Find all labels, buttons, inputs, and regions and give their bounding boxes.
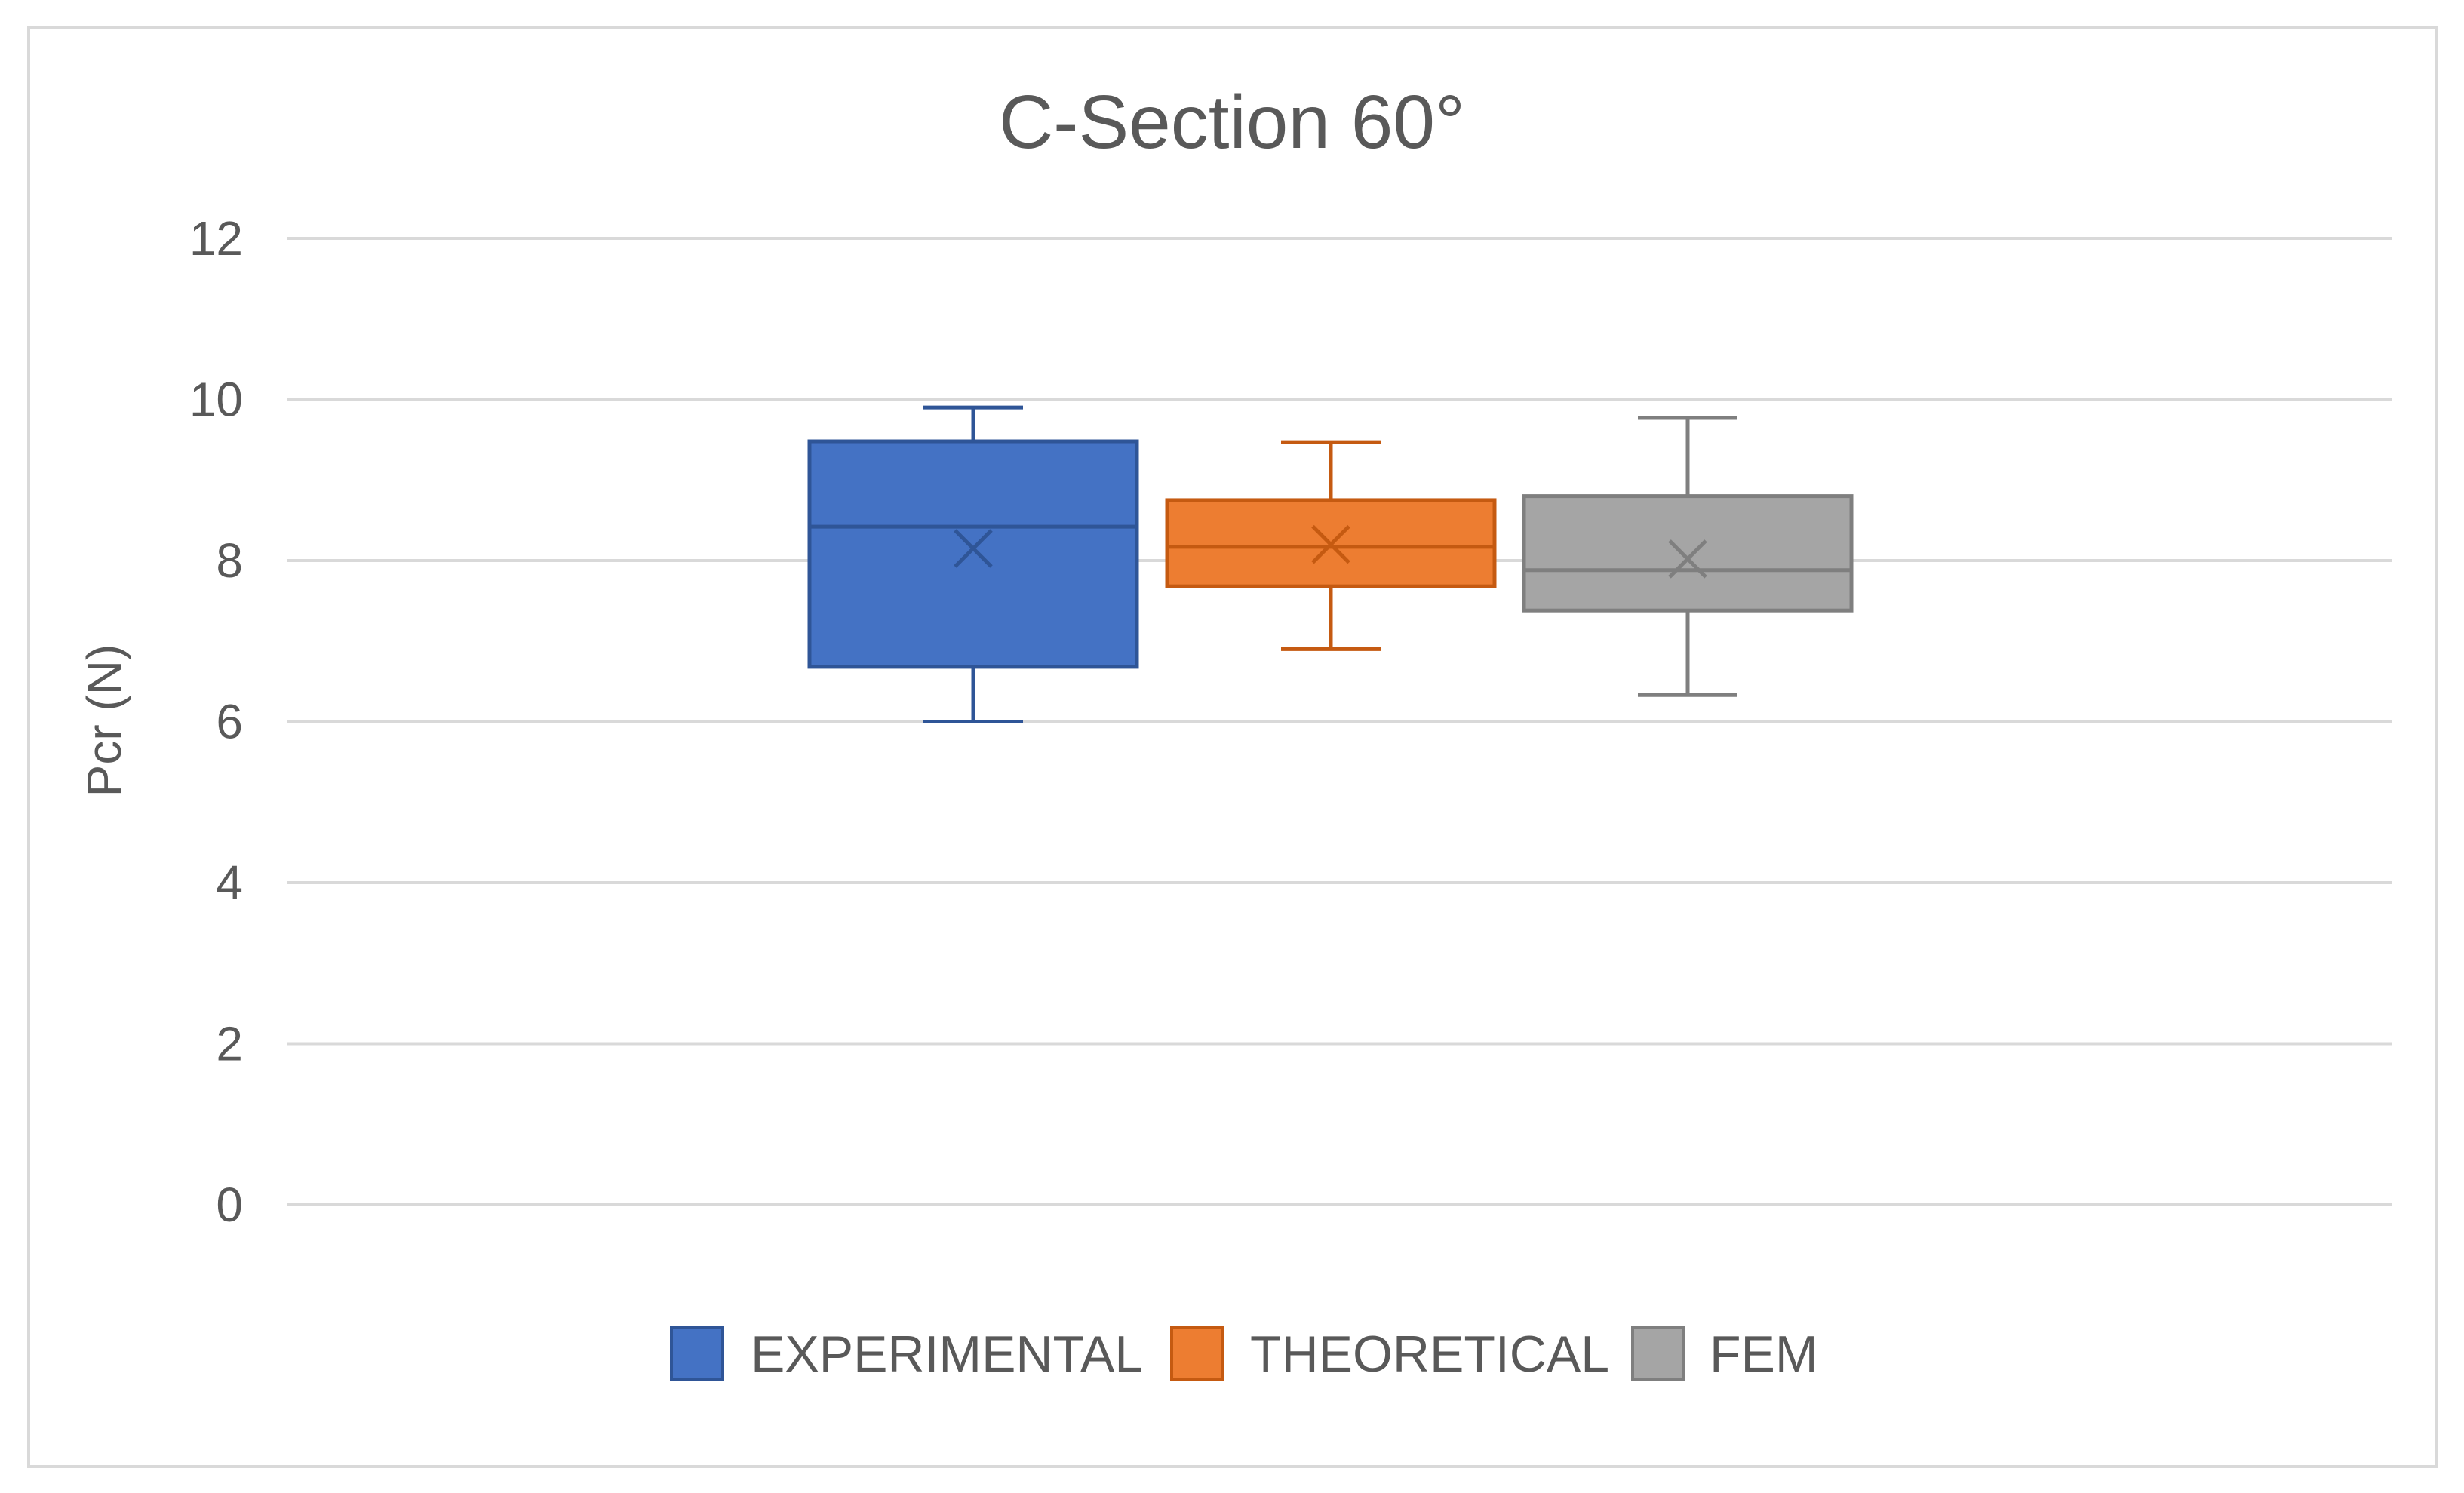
y-tick-label: 2 <box>216 1017 243 1071</box>
y-tick-label: 6 <box>216 695 243 749</box>
box-iqr <box>1522 494 1854 613</box>
mean-marker <box>954 529 993 568</box>
legend-item-fem: FEM <box>1631 1326 1818 1383</box>
box-theoretical <box>1165 440 1497 651</box>
legend-label: EXPERIMENTAL <box>751 1326 1143 1383</box>
legend-swatch <box>1631 1326 1685 1381</box>
y-tick-label: 0 <box>216 1178 243 1232</box>
y-tick-label: 12 <box>189 211 243 266</box>
gridlines <box>287 237 2392 1206</box>
legend: EXPERIMENTAL THEORETICAL FEM <box>670 1326 1818 1383</box>
box-plot-series <box>807 405 1854 723</box>
y-tick-label: 10 <box>189 373 243 427</box>
box-fem <box>1522 416 1854 697</box>
y-tick-label: 8 <box>216 533 243 588</box>
legend-label: THEORETICAL <box>1250 1326 1609 1383</box>
box-iqr <box>807 439 1139 669</box>
mean-marker <box>1311 524 1350 564</box>
legend-item-theoretical: THEORETICAL <box>1170 1326 1609 1383</box>
chart-frame <box>27 26 2438 1468</box>
legend-label: FEM <box>1710 1326 1818 1383</box>
y-axis-tick-labels: 0 2 4 6 8 10 12 <box>189 211 243 1232</box>
legend-swatch <box>1170 1326 1224 1381</box>
y-axis-label: Pcr (N) <box>77 644 131 797</box>
mean-marker <box>1668 539 1707 579</box>
y-tick-label: 4 <box>216 856 243 910</box>
chart-title: C-Section 60° <box>999 80 1465 164</box>
legend-swatch <box>670 1326 724 1381</box>
legend-item-experimental: EXPERIMENTAL <box>670 1326 1143 1383</box>
box-experimental <box>807 405 1139 723</box>
